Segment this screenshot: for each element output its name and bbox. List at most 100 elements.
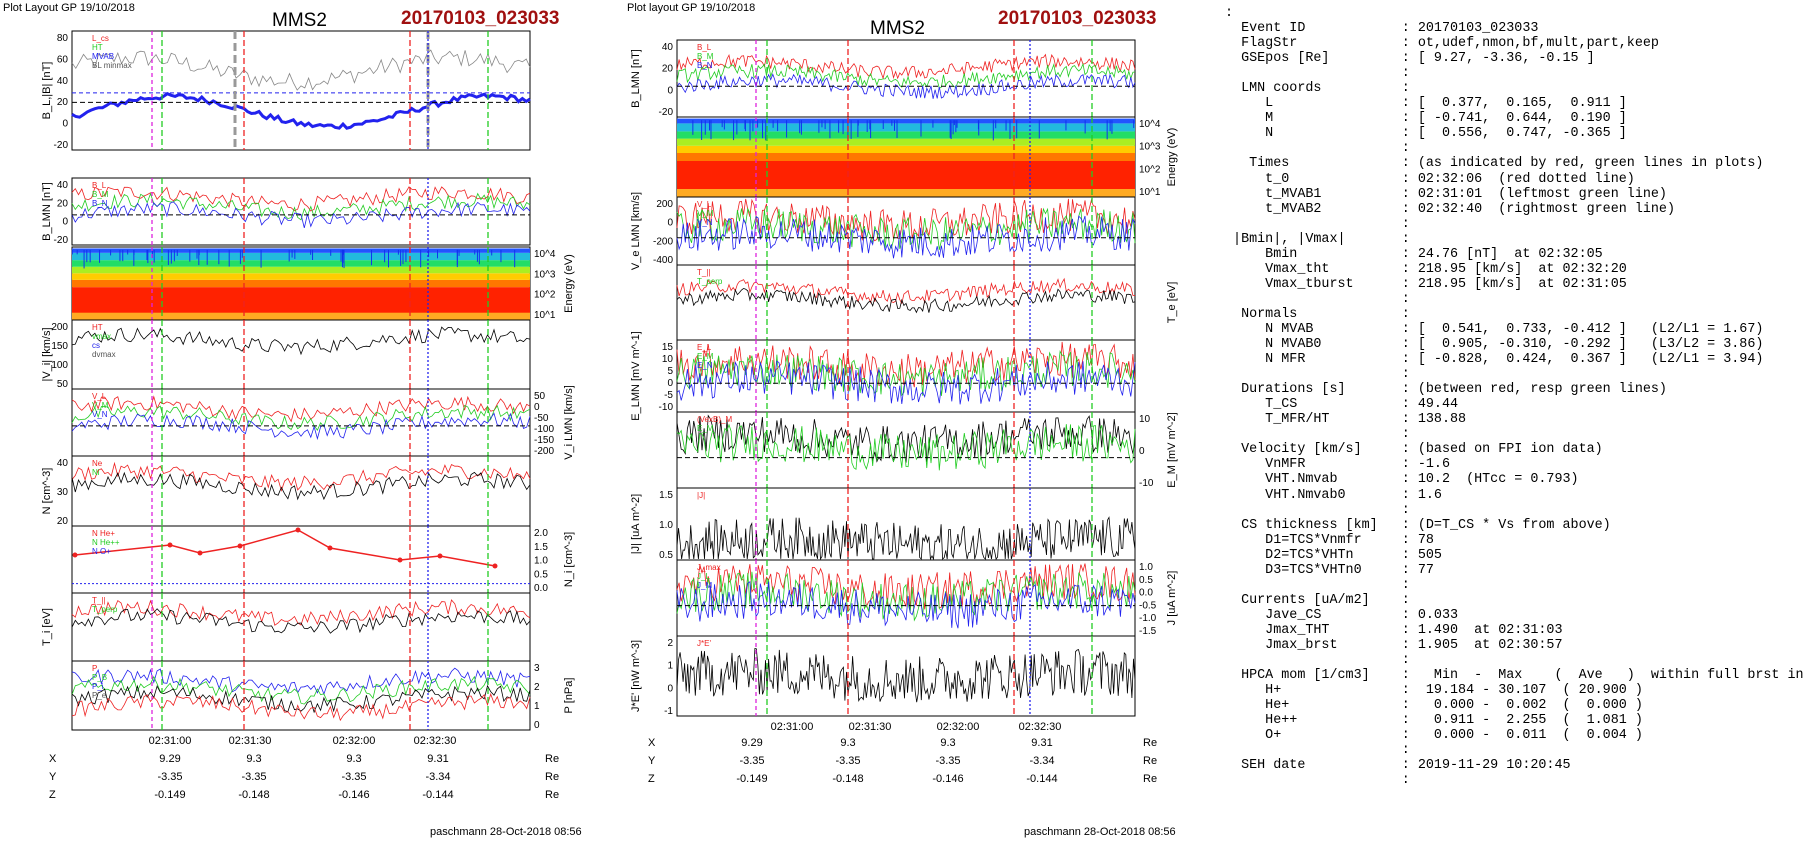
mid-ve-series: [676, 198, 1136, 242]
mid-ytick: 0: [667, 85, 673, 96]
mid-panel-frame: [676, 196, 1136, 266]
summary-line: Currents [uA/m2] :: [1225, 592, 1410, 608]
summary-line: Event ID : 20170103_023033: [1225, 21, 1539, 37]
left-ylabel: B_L,|B| [nT]: [41, 62, 53, 120]
mid-ytick-right: 0.0: [1139, 588, 1153, 599]
mid-coord-value: -3.34: [1029, 755, 1055, 767]
mid-em-series: [676, 414, 1136, 463]
mid-blmn-series: [676, 62, 1136, 90]
summary-line: D3=TCS*VHTn0 : 77: [1225, 562, 1434, 578]
left-legend-entry: L_cs: [92, 34, 109, 43]
summary-line: SEH date : 2019-11-29 10:20:45: [1225, 758, 1571, 774]
mid-coord-value: -0.149: [736, 773, 768, 785]
left-ytick-right: 2: [534, 682, 540, 693]
mid-legend-entry: V_M: [697, 209, 714, 218]
left-legend-entry: B_M: [92, 190, 109, 199]
summary-line: :: [1225, 773, 1410, 789]
left-He++-point: [492, 563, 498, 569]
left-He++-point: [327, 545, 333, 551]
summary-line: :: [1225, 291, 1410, 307]
left-coord-value: 9.3: [346, 753, 362, 765]
spectrogram-band: [677, 123, 1135, 132]
left-time-tick: 02:31:00: [149, 735, 192, 747]
mid-legend-entry: (VexB)_M: [697, 415, 732, 424]
left-legend-entry: P_e: [92, 691, 107, 700]
mid-legend-entry: E_M: [697, 424, 714, 433]
left-blmn-series: [71, 186, 531, 212]
mid-time-tick: 02:31:30: [849, 721, 892, 733]
mid-ytick-right: 1.0: [1139, 562, 1153, 573]
mid-ytick-right: 10: [1139, 414, 1151, 425]
mid-je-series: [676, 648, 1136, 703]
left-legend-entry: P_B: [92, 673, 107, 682]
left-time-tick: 02:32:30: [414, 735, 457, 747]
mid-ytick: 15: [662, 342, 674, 353]
mid-ytick-right: 0.5: [1139, 575, 1153, 586]
left-legend-entry: T_perp: [92, 605, 118, 614]
mid-legend-entry: B_M: [697, 52, 714, 61]
mid-ytick-right: 10^3: [1139, 142, 1161, 153]
summary-line: Durations [s] : (between red, resp green…: [1225, 382, 1667, 398]
left-ylabel-right: V_i LMN [km/s]: [563, 385, 575, 460]
left-ytick: 60: [57, 54, 69, 65]
summary-line: :: [1225, 141, 1410, 157]
spectrogram-band: [677, 138, 1135, 146]
mid-coord-value: -0.148: [832, 773, 864, 785]
spectrogram-band: [72, 312, 530, 320]
left-legend-entry: N He++: [92, 538, 120, 547]
left-legend-entry: P: [92, 664, 97, 673]
left-ytick: 40: [57, 458, 69, 469]
summary-line: VnMFR : -1.6: [1225, 457, 1450, 473]
mid-ytick: 1.5: [659, 490, 673, 501]
mid-legend-entry: E_M: [697, 352, 714, 361]
summary-line: M : [ -0.741, 0.644, 0.190 ]: [1225, 111, 1627, 127]
left-ylabel: B_LMN [nT]: [41, 182, 53, 241]
mid-e-series: [676, 360, 1136, 405]
mid-legend-entry: E_L: [697, 343, 712, 352]
left-ytick-right: 10^3: [534, 269, 556, 280]
mid-ytick: 40: [662, 42, 674, 53]
left-legend-entry: Ne: [92, 459, 103, 468]
summary-line: :: [1225, 577, 1410, 593]
mid-ytick-right: -1.5: [1139, 626, 1157, 637]
left-panel-frame: [71, 30, 531, 151]
mid-ytick: 0: [667, 683, 673, 694]
event-summary: : Event ID : 20170103_023033 FlagStr : o…: [1225, 6, 1804, 788]
left-He++-point: [167, 542, 173, 548]
summary-line: Vmax_tht : 218.95 [km/s] at 02:32:20: [1225, 261, 1627, 277]
left-coord-label: Y: [49, 771, 57, 783]
left-coord-value: -3.34: [425, 771, 451, 783]
left-ytick: 100: [51, 360, 68, 371]
mid-legend-entry: B_L: [697, 43, 712, 52]
left-coord-label: X: [49, 753, 57, 765]
left-He++-point: [437, 553, 443, 559]
left-vi-series: [71, 326, 531, 356]
left-BL-line: [71, 92, 531, 130]
left-time-tick: 02:31:30: [229, 735, 272, 747]
summary-line: N : [ 0.556, 0.747, -0.365 ]: [1225, 126, 1627, 142]
left-ytick-right: -200: [534, 446, 554, 457]
summary-line: :: [1225, 427, 1410, 443]
left-time-tick: 02:32:00: [333, 735, 376, 747]
mid-event-title: 20170103_023033: [998, 8, 1157, 29]
summary-line: T_CS : 49.44: [1225, 397, 1459, 413]
left-ylabel-right: Energy (eV): [563, 254, 575, 313]
mid-ytick: 200: [656, 199, 673, 210]
left-ylabel: T_i [eV]: [41, 608, 53, 646]
summary-line: FlagStr : ot,udef,nmon,bf,mult,part,keep: [1225, 36, 1659, 52]
left-He++-line: [74, 529, 496, 567]
left-p-series: [71, 667, 531, 696]
summary-line: Vmax_tburst : 218.95 [km/s] at 02:31:05: [1225, 276, 1627, 292]
mid-coord-unit: Re: [1143, 737, 1158, 749]
summary-line: HPCA mom [1/cm3] : Min - Max ( Ave ) wit…: [1225, 668, 1804, 684]
left-ytick-right: -150: [534, 435, 554, 446]
left-ti-series: [71, 608, 531, 634]
mid-ytick-right: 0: [1139, 446, 1145, 457]
summary-line: t_0 : 02:32:06 (red dotted line): [1225, 171, 1635, 187]
left-n-series: [71, 471, 531, 501]
left-ytick-right: 10^4: [534, 249, 556, 260]
left-coord-unit: Re: [545, 789, 560, 801]
summary-line: Jmax_brst : 1.905 at 02:30:57: [1225, 637, 1563, 653]
left-legend-entry: N He+: [92, 529, 115, 538]
